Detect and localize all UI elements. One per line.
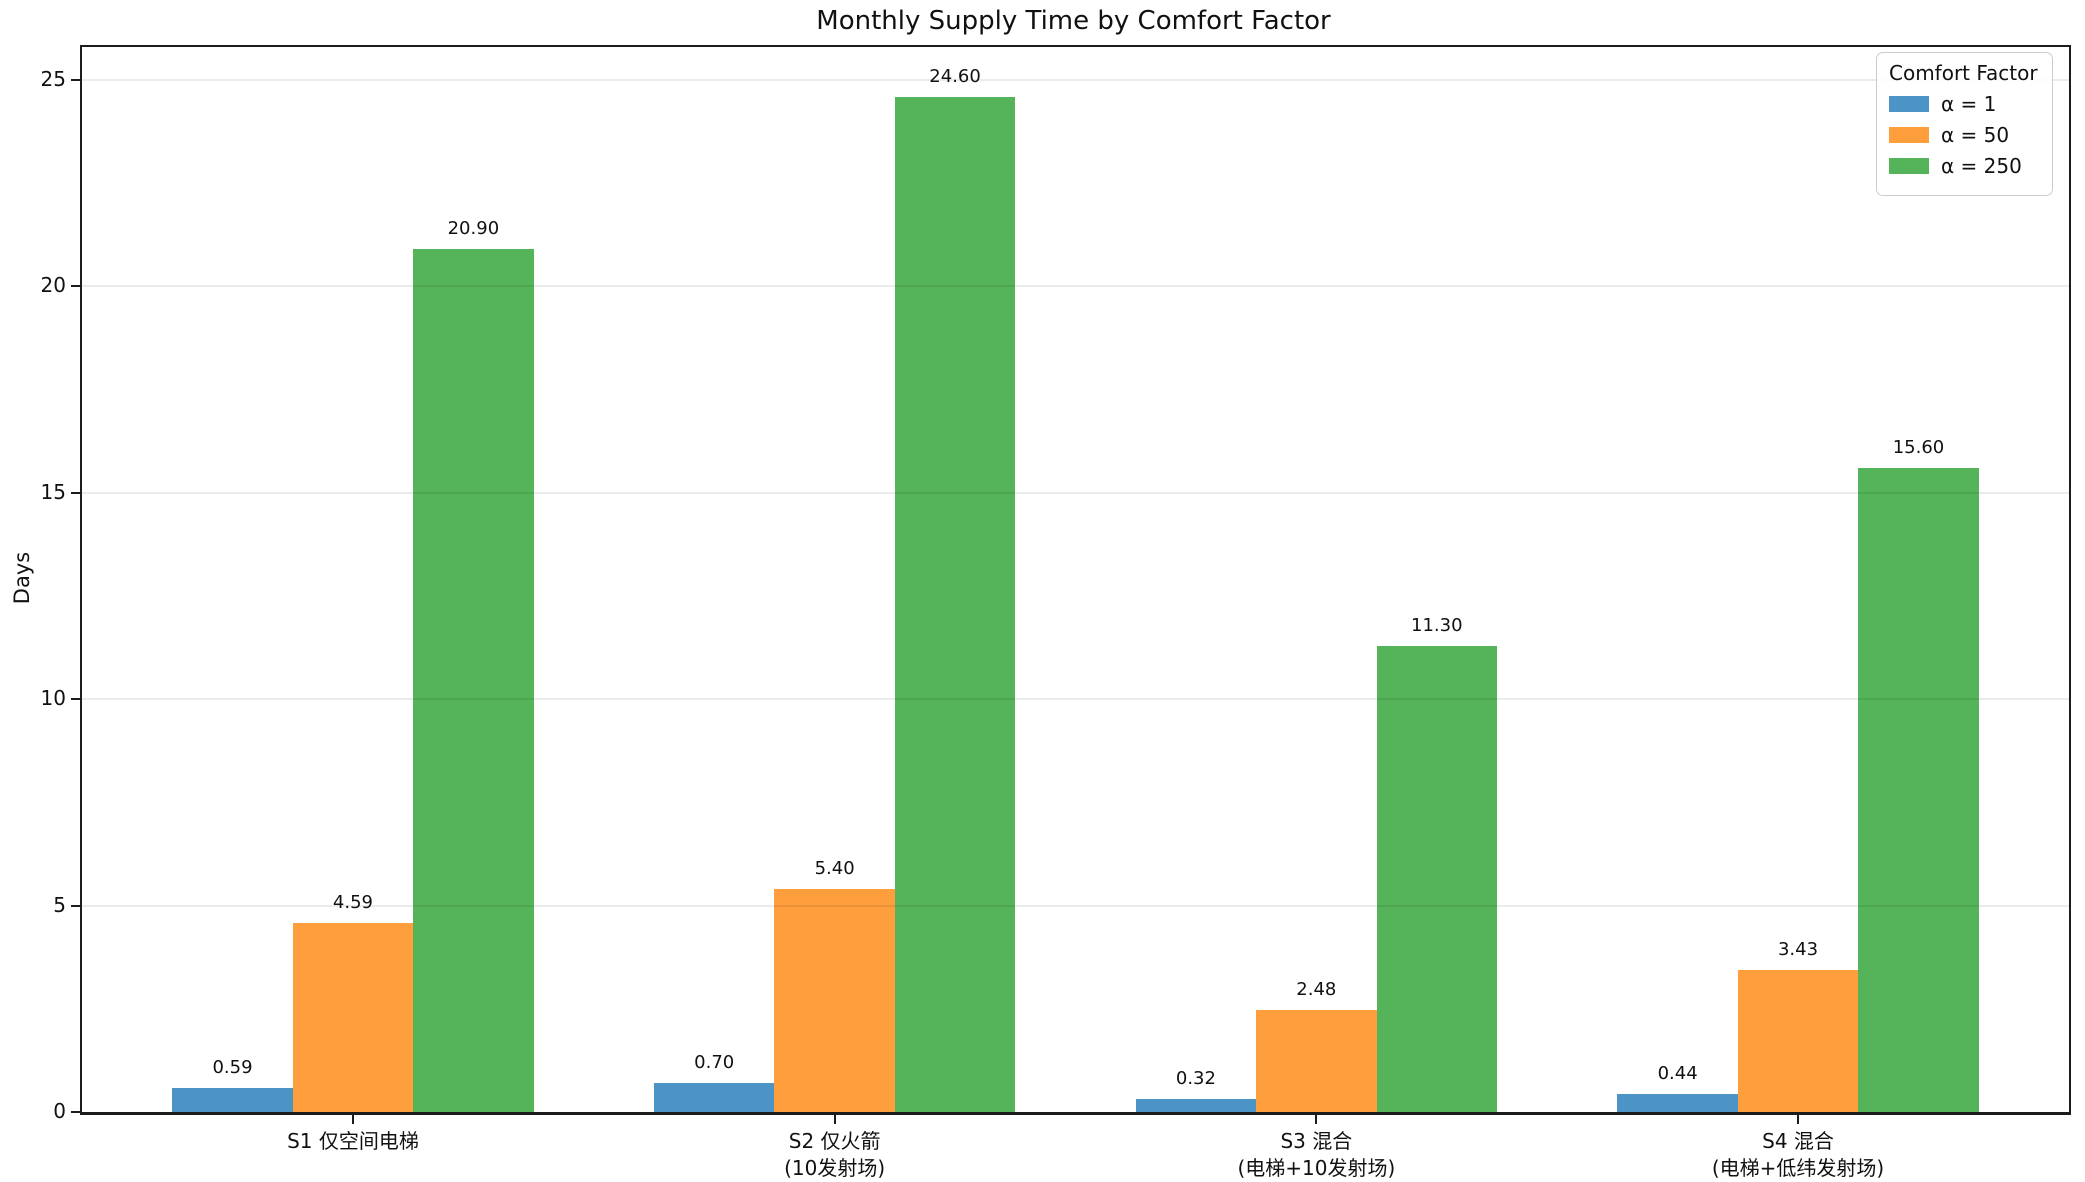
legend-swatch (1889, 96, 1929, 112)
bar-2-series-3 (894, 96, 1016, 1112)
bar-4-series-3 (1858, 468, 1979, 1112)
x-tick-2 (833, 1115, 836, 1124)
y-tick-label: 5 (53, 892, 66, 917)
legend-item-3: α = 250 (1889, 154, 2038, 178)
y-tick-10 (71, 698, 80, 701)
x-tick-label: S2 仅火箭 (10发射场) (784, 1129, 886, 1180)
y-tick-label: 20 (40, 273, 66, 298)
y-gridline-10 (82, 698, 2069, 701)
bar-value-label: 2.48 (1296, 978, 1337, 1000)
legend-entries: α = 1 α = 50 α = 250 (1889, 92, 2038, 178)
y-tick-0 (71, 1111, 80, 1113)
y-tick-label: 0 (53, 1099, 66, 1123)
y-tick-5 (71, 904, 80, 907)
y-tick-25 (71, 79, 80, 82)
y-tick-label: 15 (40, 479, 66, 504)
bar-3-series-2 (1256, 1009, 1377, 1112)
bar-3-series-3 (1376, 645, 1497, 1112)
x-tick-3 (1315, 1115, 1318, 1124)
bar-value-label: 3.43 (1777, 939, 1819, 961)
chart-title: Monthly Supply Time by Comfort Factor (816, 6, 1331, 36)
bar-2-series-2 (774, 889, 895, 1112)
y-gridline-5 (82, 904, 2069, 907)
legend-swatch (1889, 158, 1929, 174)
legend: Comfort Factor α = 1 α = 50 α = 250 (1876, 52, 2053, 196)
bar-4-series-1 (1617, 1093, 1738, 1112)
x-tick-1 (351, 1115, 354, 1124)
bar-value-label: 0.32 (1175, 1067, 1216, 1089)
legend-swatch (1889, 127, 1929, 143)
bar-1-series-2 (292, 922, 414, 1112)
y-tick-label: 25 (40, 67, 66, 92)
plot-area: 0.59 0.70 0.32 0.44 4.59 5.40 2.48 3.43 20.90 24.… (80, 45, 2071, 1115)
bar-value-label: 0.44 (1657, 1062, 1698, 1084)
bar-value-label: 24.60 (929, 65, 981, 87)
bar-1-series-3 (413, 249, 534, 1112)
bar-value-label: 4.59 (332, 891, 373, 913)
x-tick-label: S3 混合 (电梯+10发射场) (1237, 1129, 1396, 1180)
bar-value-label: 0.59 (212, 1056, 253, 1078)
bar-value-label: 5.40 (814, 858, 855, 880)
legend-item-1: α = 1 (1889, 92, 2038, 116)
legend-item-2: α = 50 (1889, 123, 2038, 147)
y-tick-20 (71, 285, 80, 288)
legend-label: α = 1 (1941, 92, 1997, 116)
legend-label: α = 50 (1941, 123, 2010, 147)
bar-4-series-2 (1737, 970, 1859, 1112)
bar-1-series-1 (172, 1087, 293, 1112)
x-tick-4 (1797, 1115, 1800, 1124)
y-gridline-15 (82, 491, 2069, 494)
y-gridline-20 (82, 285, 2069, 288)
legend-label: α = 250 (1941, 154, 2022, 178)
legend-title: Comfort Factor (1889, 61, 2038, 85)
bar-value-label: 20.90 (447, 218, 500, 240)
y-axis-label: Days (10, 551, 34, 605)
bar-value-label: 0.70 (694, 1052, 735, 1074)
x-tick-label: S4 混合 (电梯+低纬发射场) (1711, 1129, 1885, 1180)
bar-3-series-1 (1135, 1098, 1257, 1112)
bar-2-series-1 (654, 1083, 775, 1112)
y-gridline-25 (82, 79, 2069, 82)
y-tick-15 (71, 491, 80, 494)
x-tick-label: S1 仅空间电梯 (287, 1129, 419, 1153)
bar-value-label: 15.60 (1892, 437, 1945, 459)
bar-value-label: 11.30 (1411, 614, 1463, 636)
y-tick-label: 10 (40, 686, 66, 711)
